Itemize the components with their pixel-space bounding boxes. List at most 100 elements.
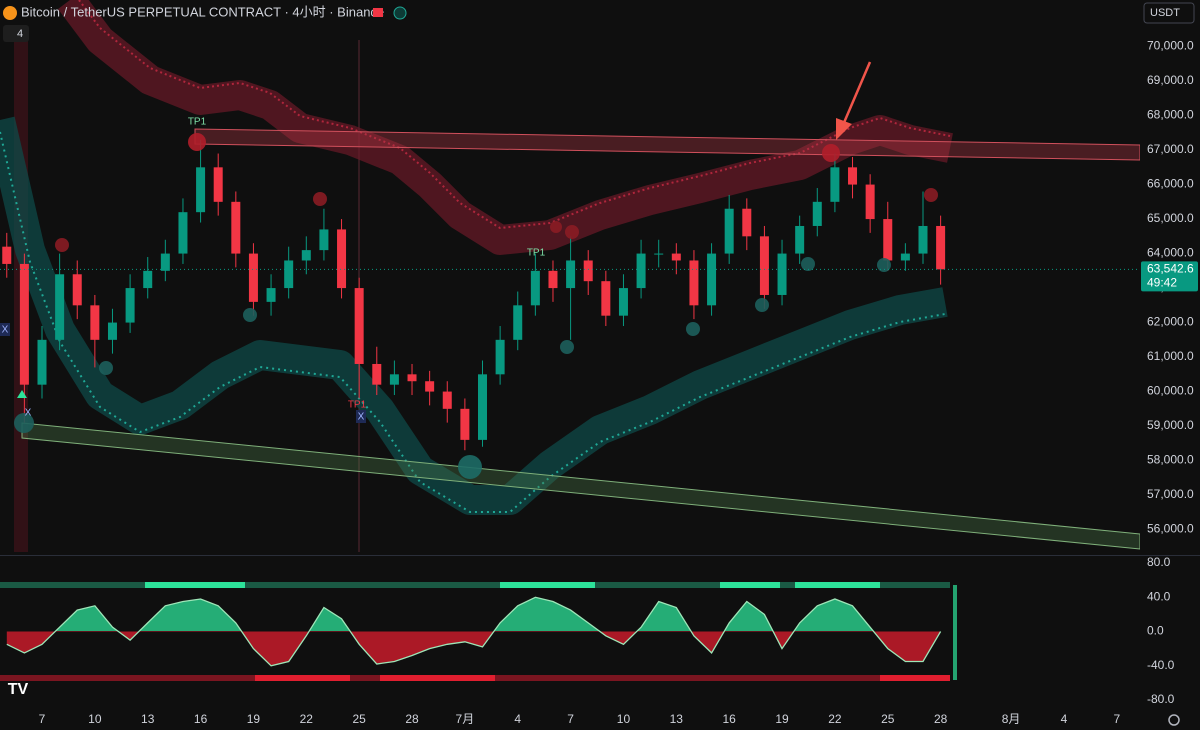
candle-body [107, 322, 117, 340]
y-tick-label: 62,000.0 [1147, 315, 1194, 329]
x-tick-label: 7 [39, 712, 46, 726]
candle-body [900, 253, 910, 261]
candle-body [583, 260, 593, 282]
x-tick-label: 19 [247, 712, 261, 726]
candle-body [55, 274, 65, 340]
candle-body [460, 408, 470, 440]
buy-arrow [17, 390, 27, 398]
flag-icon [373, 8, 383, 17]
candle-body [742, 208, 752, 237]
currency-label: USDT [1150, 7, 1180, 19]
candle-body [936, 225, 946, 270]
currency-button[interactable] [1143, 2, 1195, 24]
x-tick-label: 25 [881, 712, 895, 726]
tp-label: TP1 [348, 400, 367, 411]
oscillator [6, 596, 942, 667]
buy-signal [14, 413, 34, 433]
x-tick-label: 10 [617, 712, 631, 726]
x-tick-label: 16 [194, 712, 208, 726]
osc-tick-label: 0.0 [1147, 624, 1164, 638]
candle-body [566, 260, 576, 289]
candle-body [777, 253, 787, 295]
heat-strip [145, 582, 245, 588]
candle-body [372, 363, 382, 385]
candle-body [407, 374, 417, 382]
y-tick-label: 57,000.0 [1147, 487, 1194, 501]
candle-body [231, 201, 241, 254]
y-tick-label: 65,000.0 [1147, 211, 1194, 225]
x-tick-label: 28 [934, 712, 948, 726]
sell-signal [924, 188, 938, 202]
x-tick-label: 16 [723, 712, 737, 726]
candle-body [918, 225, 928, 254]
arrow-head [836, 118, 852, 140]
candle-body [389, 374, 399, 385]
y-tick-label: 56,000.0 [1147, 522, 1194, 536]
candle-body [19, 263, 29, 385]
x-tick-label: 19 [775, 712, 789, 726]
y-tick-label: 64,000.0 [1147, 246, 1194, 260]
candle-body [143, 270, 153, 289]
candle-body [848, 167, 858, 185]
osc-tick-label: 80.0 [1147, 555, 1171, 569]
x-tick-label: 7 [567, 712, 574, 726]
candle-body [319, 229, 329, 251]
x-tick-label: 8月 [1002, 712, 1021, 726]
candle-body [812, 201, 822, 226]
candle-body [795, 225, 805, 254]
exit-label: X [25, 408, 32, 419]
y-tick-label: 70,000.0 [1147, 39, 1194, 53]
support-channel [21, 422, 1140, 550]
x-tick-label: 7 [1113, 712, 1120, 726]
osc-tick-label: -80.0 [1147, 692, 1175, 706]
candle-body [284, 260, 294, 289]
y-tick-label: 67,000.0 [1147, 142, 1194, 156]
last-price-box [1141, 261, 1198, 292]
osc-line [6, 596, 942, 667]
x-tick-label: 7月 [456, 712, 475, 726]
heat-strip [720, 582, 780, 588]
candle-body [125, 288, 135, 323]
buy-signal [99, 361, 113, 375]
x-tick-label: 22 [300, 712, 314, 726]
sell-signal [822, 144, 840, 162]
exit-label: X [2, 325, 9, 336]
candle-body [337, 229, 347, 289]
osc-gauge [953, 585, 957, 680]
x-tick-label: 4 [1061, 712, 1068, 726]
candle-body [248, 253, 258, 302]
heat-strip [380, 675, 495, 681]
candle-body [601, 281, 611, 316]
buy-signal [458, 455, 482, 479]
candle-body [37, 339, 47, 385]
candle-body [689, 260, 699, 306]
heat-strip [0, 582, 950, 588]
candle-body [707, 253, 717, 306]
settings-icon[interactable] [1168, 714, 1180, 726]
sell-signal [188, 133, 206, 151]
buy-signal [560, 340, 574, 354]
tp-label: TP1 [188, 117, 207, 128]
sell-signal [313, 192, 327, 206]
y-tick-label: 66,000.0 [1147, 177, 1194, 191]
exit-box [356, 410, 366, 423]
candle-body [160, 253, 170, 271]
candle-body [495, 339, 505, 375]
coin-icon [3, 6, 17, 20]
lower-ribbon [0, 116, 948, 515]
heat-strip [880, 675, 950, 681]
x-tick-label: 22 [828, 712, 842, 726]
x-tick-label: 25 [352, 712, 366, 726]
candle-body [759, 236, 769, 295]
buy-signal [755, 298, 769, 312]
indicator-toggle[interactable] [3, 25, 29, 42]
lower-ribbon-edge [0, 131, 946, 513]
candle-body [830, 167, 840, 202]
candle-body [90, 305, 100, 340]
osc-area-up [55, 597, 874, 631]
candle-body [196, 167, 206, 213]
buy-signal [686, 322, 700, 336]
candle-body [425, 381, 435, 392]
status-icon[interactable] [393, 6, 407, 20]
